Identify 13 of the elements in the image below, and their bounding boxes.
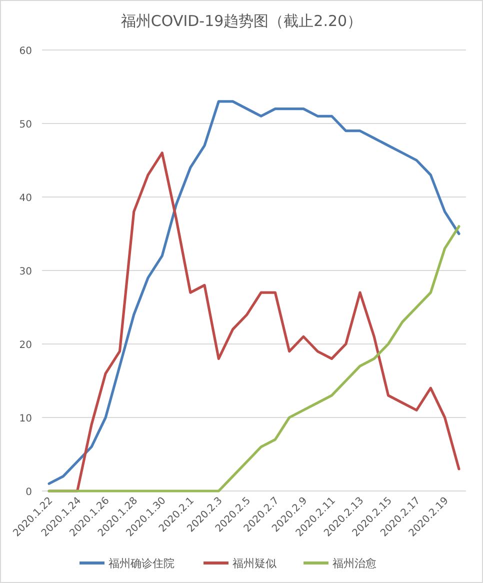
legend-label: 福州确诊住院	[108, 557, 174, 570]
y-tick-label: 40	[19, 193, 32, 204]
y-tick-label: 20	[19, 340, 32, 351]
chart-title: 福州COVID-19趋势图（截止2.20）	[120, 12, 362, 30]
y-tick-label: 60	[19, 46, 32, 57]
y-tick-label: 0	[26, 487, 32, 498]
legend-label: 福州治愈	[332, 557, 376, 570]
line-series	[48, 100, 460, 485]
line-series	[48, 225, 460, 492]
y-tick-label: 30	[19, 266, 32, 278]
y-tick-label: 50	[19, 120, 32, 130]
y-tick-label: 10	[19, 414, 32, 424]
legend-label: 福州疑似	[232, 557, 276, 570]
